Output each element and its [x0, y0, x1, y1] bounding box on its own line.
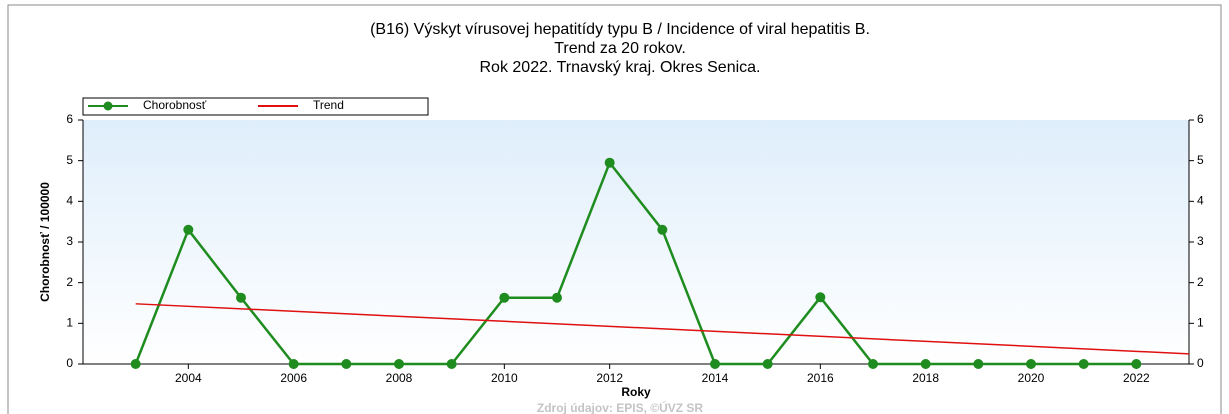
y2-tick-label: 4 [1197, 194, 1204, 208]
point [710, 359, 720, 369]
point [815, 292, 826, 303]
x-tick-label: 2006 [280, 371, 307, 385]
y-tick-label: 5 [66, 153, 73, 167]
y-tick-label: 6 [66, 112, 73, 126]
x-tick-label: 2008 [386, 371, 413, 385]
series-line [134, 160, 1137, 366]
x-tick-label: 2010 [491, 371, 518, 385]
y2-tick-label: 2 [1197, 275, 1204, 289]
chart-title: Rok 2022. Trnavský kraj. Okres Senica. [480, 59, 761, 76]
point [920, 359, 931, 369]
point [446, 359, 457, 369]
y-tick-label: 2 [66, 275, 73, 289]
y2-tick-label: 1 [1197, 316, 1204, 330]
legend-box [82, 97, 429, 116]
point [762, 359, 773, 369]
point [499, 292, 510, 303]
chart-title: (B16) Výskyt vírusovej hepatitídy typu B… [370, 21, 870, 38]
x-tick-label: 2020 [1018, 371, 1045, 385]
x-tick-label: 2014 [702, 371, 729, 385]
x-tick-label: 2022 [1123, 371, 1150, 385]
point [394, 359, 404, 369]
plot-area [83, 120, 1189, 364]
x-tick-label: 2004 [175, 371, 202, 385]
x-tick-label: 2016 [807, 371, 834, 385]
y-tick-label: 1 [66, 316, 73, 330]
point [552, 292, 562, 303]
x-tick-label: 2018 [912, 371, 939, 385]
y-tick-label: 3 [66, 234, 73, 248]
point [868, 359, 878, 369]
y2-tick-label: 5 [1197, 153, 1204, 167]
legend-label: Chorobnosť [143, 98, 207, 112]
y-tick-label: 0 [66, 356, 73, 370]
x-tick-label: 2012 [596, 371, 623, 385]
point [183, 224, 194, 235]
y2-tick-label: 0 [1197, 356, 1204, 370]
y-tick-label: 4 [66, 194, 73, 208]
point [288, 359, 299, 369]
y2-tick-label: 3 [1197, 234, 1204, 248]
point [1131, 359, 1142, 369]
point [1026, 359, 1036, 369]
point [130, 359, 141, 369]
point [341, 359, 352, 369]
point [604, 157, 615, 168]
y-axis-label: Chorobnosť / 100000 [38, 182, 52, 302]
point [1078, 359, 1089, 369]
point [657, 224, 668, 235]
source: Zdroj údajov: EPIS, ©ÚVZ SR [537, 400, 704, 414]
x-axis-label: Roky [621, 385, 651, 399]
legend-label: Trend [313, 98, 344, 112]
point [973, 359, 984, 369]
series-line [135, 303, 1190, 355]
chart-title: Trend za 20 rokov. [554, 40, 686, 57]
legend-marker [103, 101, 113, 111]
point [236, 292, 246, 303]
y2-tick-label: 6 [1197, 112, 1204, 126]
